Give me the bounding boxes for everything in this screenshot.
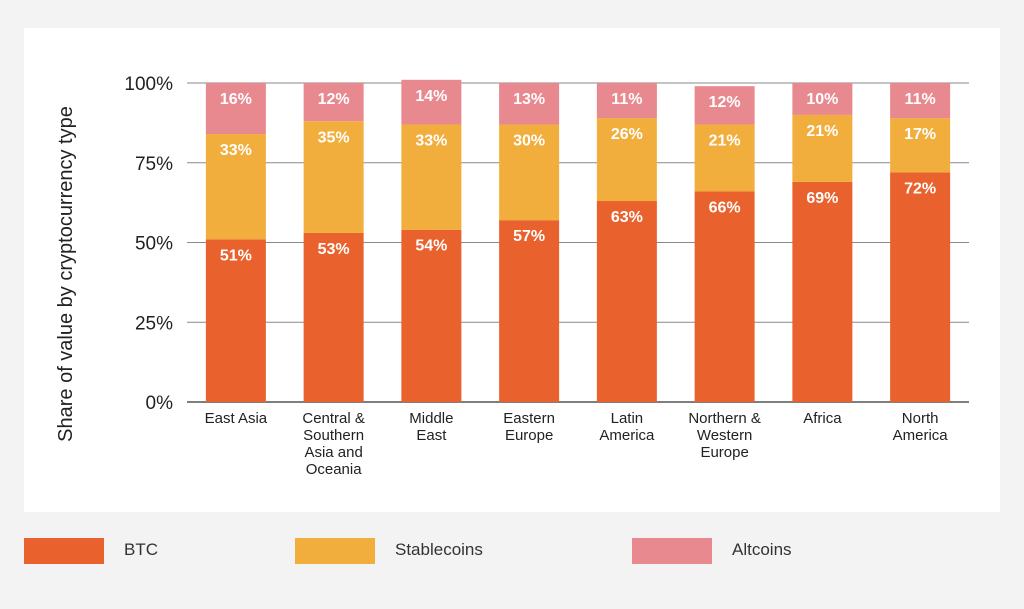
data-label: 57% [513, 228, 545, 245]
data-label: 16% [220, 91, 252, 108]
data-labels: 51% 33% 16% 53% 35% 12% 54% 33% 14% 57% 30% 13% 63% 2… [220, 88, 936, 265]
x-tick-label: Africa [803, 410, 842, 427]
x-tick-label: Eastern Europe [503, 410, 555, 444]
y-tick-label: 0% [146, 393, 174, 414]
bar-segment [499, 220, 560, 402]
x-tick-label: Middle East [409, 410, 453, 444]
legend: BTC Stablecoins Altcoins [24, 536, 1000, 566]
bar-segment [401, 79, 462, 125]
bar-segment [694, 86, 755, 125]
data-label: 51% [220, 247, 252, 264]
bar-segment [401, 124, 462, 230]
bar-segment [303, 83, 364, 122]
legend-swatch [24, 538, 104, 564]
stacked-bar-chart: 51% 33% 16% 53% 35% 12% 54% 33% 14% 57% 30% 13% 63% 2… [55, 74, 969, 478]
bar-segment [205, 239, 266, 402]
data-label: 63% [611, 209, 643, 226]
x-tick-label: Latin America [599, 410, 655, 444]
bar-segment [792, 114, 853, 182]
bar-segment [694, 191, 755, 402]
bar-segment [792, 83, 853, 115]
x-tick-label: North America [893, 410, 949, 444]
data-label: 33% [415, 132, 447, 149]
bar-segment [205, 83, 266, 135]
data-label: 53% [318, 241, 350, 258]
bar-segment [596, 83, 657, 119]
legend-swatch [632, 538, 712, 564]
y-tick-label: 50% [135, 234, 173, 255]
axes: 0% 25% 50% 75% 100% East Asia Central & Souther… [124, 74, 948, 478]
bar-segment [890, 118, 951, 173]
bar-segment [303, 121, 364, 233]
bar-segment [596, 118, 657, 202]
bar-segment [401, 229, 462, 402]
y-tick-label: 100% [124, 74, 173, 95]
x-tick-label: Northern & Western Europe [688, 410, 761, 461]
legend-swatch [295, 538, 375, 564]
bar-segment [303, 232, 364, 402]
data-label: 12% [318, 91, 350, 108]
bar-segment [890, 83, 951, 119]
bars [205, 79, 951, 402]
x-tick-label: Central & Southern Asia and Oceania [302, 410, 365, 478]
data-label: 13% [513, 91, 545, 108]
data-label: 54% [415, 238, 447, 255]
bar-segment [792, 181, 853, 402]
data-label: 30% [513, 132, 545, 149]
data-label: 69% [806, 190, 838, 207]
data-label: 10% [806, 91, 838, 108]
data-label: 17% [904, 126, 936, 143]
data-label: 26% [611, 126, 643, 143]
data-label: 12% [709, 94, 741, 111]
y-tick-label: 75% [135, 154, 173, 175]
legend-label: Stablecoins [395, 540, 483, 559]
bar-segment [890, 172, 951, 402]
y-axis-title: Share of value by cryptocurrency type [55, 106, 77, 442]
data-label: 21% [806, 123, 838, 140]
legend-label: BTC [124, 540, 158, 559]
data-label: 21% [709, 132, 741, 149]
y-tick-label: 25% [135, 313, 173, 334]
bar-segment [205, 134, 266, 240]
data-label: 14% [415, 88, 447, 105]
bar-segment [499, 124, 560, 221]
data-label: 66% [709, 199, 741, 216]
data-label: 11% [611, 91, 642, 108]
data-label: 33% [220, 142, 252, 159]
data-label: 72% [904, 180, 936, 197]
bar-segment [596, 201, 657, 402]
data-label: 11% [905, 91, 936, 108]
legend-label: Altcoins [732, 540, 792, 559]
data-label: 35% [318, 129, 350, 146]
chart-panel: 51% 33% 16% 53% 35% 12% 54% 33% 14% 57% 30% 13% 63% 2… [24, 28, 1000, 512]
bar-segment [499, 83, 560, 125]
x-tick-label: East Asia [205, 410, 268, 427]
bar-segment [694, 124, 755, 192]
